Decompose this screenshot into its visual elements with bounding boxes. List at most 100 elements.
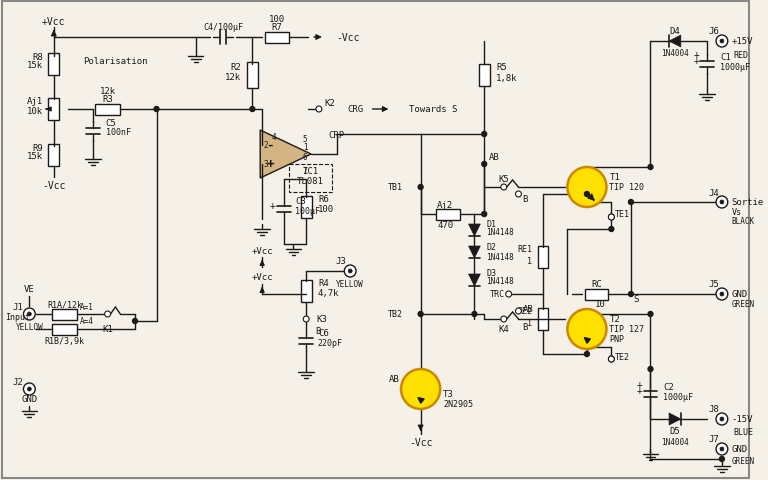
Text: 1N4148: 1N4148 (486, 253, 514, 262)
Text: RE2: RE2 (517, 307, 532, 316)
Circle shape (584, 192, 589, 197)
Text: RED: RED (733, 50, 749, 60)
Circle shape (720, 40, 724, 44)
Text: K1: K1 (102, 325, 113, 334)
Text: Input: Input (5, 313, 30, 322)
Polygon shape (468, 247, 480, 258)
Text: J4: J4 (709, 189, 720, 198)
Text: R5: R5 (496, 63, 507, 72)
Circle shape (419, 312, 423, 317)
Circle shape (716, 443, 728, 455)
Text: 1,8k: 1,8k (496, 73, 518, 83)
Circle shape (482, 162, 487, 167)
Text: J3: J3 (335, 257, 346, 266)
Text: K3: K3 (316, 315, 326, 324)
Text: CRG: CRG (347, 105, 363, 114)
Text: R3: R3 (102, 96, 113, 104)
Text: 3: 3 (263, 160, 268, 169)
Circle shape (568, 309, 607, 349)
Text: Sortie: Sortie (732, 198, 764, 207)
Text: VE: VE (24, 285, 35, 294)
Text: 12k: 12k (100, 87, 116, 96)
Text: +: + (637, 379, 643, 389)
Text: 10k: 10k (27, 107, 43, 116)
Text: 100: 100 (318, 205, 334, 214)
Text: TIP 120: TIP 120 (610, 183, 644, 192)
Circle shape (716, 36, 728, 48)
Text: TE1: TE1 (614, 210, 629, 219)
Text: 2N2905: 2N2905 (443, 400, 473, 408)
Text: CRP: CRP (329, 131, 345, 140)
Polygon shape (468, 225, 480, 237)
Circle shape (401, 369, 440, 409)
Text: R1A/12k: R1A/12k (47, 300, 82, 309)
Text: A=4: A=4 (80, 317, 94, 326)
Bar (48, 144, 59, 167)
Text: T3: T3 (443, 390, 454, 399)
Circle shape (720, 417, 724, 421)
Circle shape (344, 265, 356, 277)
Circle shape (648, 367, 653, 372)
Text: C5: C5 (106, 119, 117, 128)
Text: Polarisation: Polarisation (83, 58, 147, 66)
Text: -Vcc: -Vcc (336, 33, 360, 43)
Text: Aj2: Aj2 (437, 201, 453, 210)
Text: RC: RC (591, 280, 602, 289)
Circle shape (628, 292, 634, 297)
Circle shape (133, 319, 137, 324)
Text: +: + (266, 158, 273, 171)
Text: D1: D1 (486, 220, 496, 229)
Text: R2: R2 (230, 63, 240, 72)
Text: PNP: PNP (610, 335, 624, 344)
Circle shape (250, 107, 255, 112)
Bar (538, 247, 548, 268)
Text: Towards S: Towards S (409, 105, 457, 114)
Bar (436, 209, 460, 220)
Circle shape (716, 413, 728, 425)
Text: C1: C1 (720, 53, 730, 62)
Text: R6: R6 (318, 195, 329, 204)
Circle shape (482, 132, 487, 137)
Text: 220pF: 220pF (318, 339, 343, 348)
Bar (289, 165, 332, 192)
Text: GND: GND (732, 444, 748, 454)
Text: BLUE: BLUE (733, 428, 753, 437)
Bar (585, 289, 608, 300)
Text: K2: K2 (325, 99, 336, 108)
Text: +: + (637, 385, 643, 395)
Circle shape (154, 107, 159, 112)
Text: TB1: TB1 (388, 183, 403, 192)
Circle shape (608, 215, 614, 220)
Text: T1: T1 (610, 173, 621, 182)
Bar (478, 65, 489, 87)
Text: 4,7k: 4,7k (318, 289, 339, 298)
Text: +Vcc: +Vcc (42, 17, 65, 27)
Circle shape (608, 215, 614, 220)
Bar (265, 33, 289, 43)
Circle shape (28, 312, 31, 316)
Text: J8: J8 (709, 405, 720, 414)
Circle shape (720, 447, 724, 451)
Text: GREEN: GREEN (732, 300, 755, 309)
Text: -15V: -15V (732, 415, 753, 424)
Circle shape (28, 387, 31, 391)
Text: C2: C2 (664, 383, 674, 392)
Text: 10: 10 (595, 300, 606, 309)
Polygon shape (468, 275, 480, 287)
Bar (52, 324, 78, 335)
Text: B: B (522, 195, 528, 204)
Text: R7: R7 (271, 23, 282, 31)
Text: AB: AB (489, 153, 500, 162)
Text: +15V: +15V (732, 37, 753, 47)
Text: J6: J6 (709, 27, 720, 36)
Bar (301, 280, 312, 302)
Circle shape (419, 185, 423, 190)
Circle shape (472, 312, 477, 317)
Text: 100nF: 100nF (106, 128, 131, 137)
Text: 1: 1 (527, 319, 532, 328)
Circle shape (608, 356, 614, 362)
Circle shape (24, 308, 35, 320)
Circle shape (515, 192, 521, 198)
Text: 15k: 15k (27, 152, 43, 161)
Circle shape (515, 308, 521, 314)
